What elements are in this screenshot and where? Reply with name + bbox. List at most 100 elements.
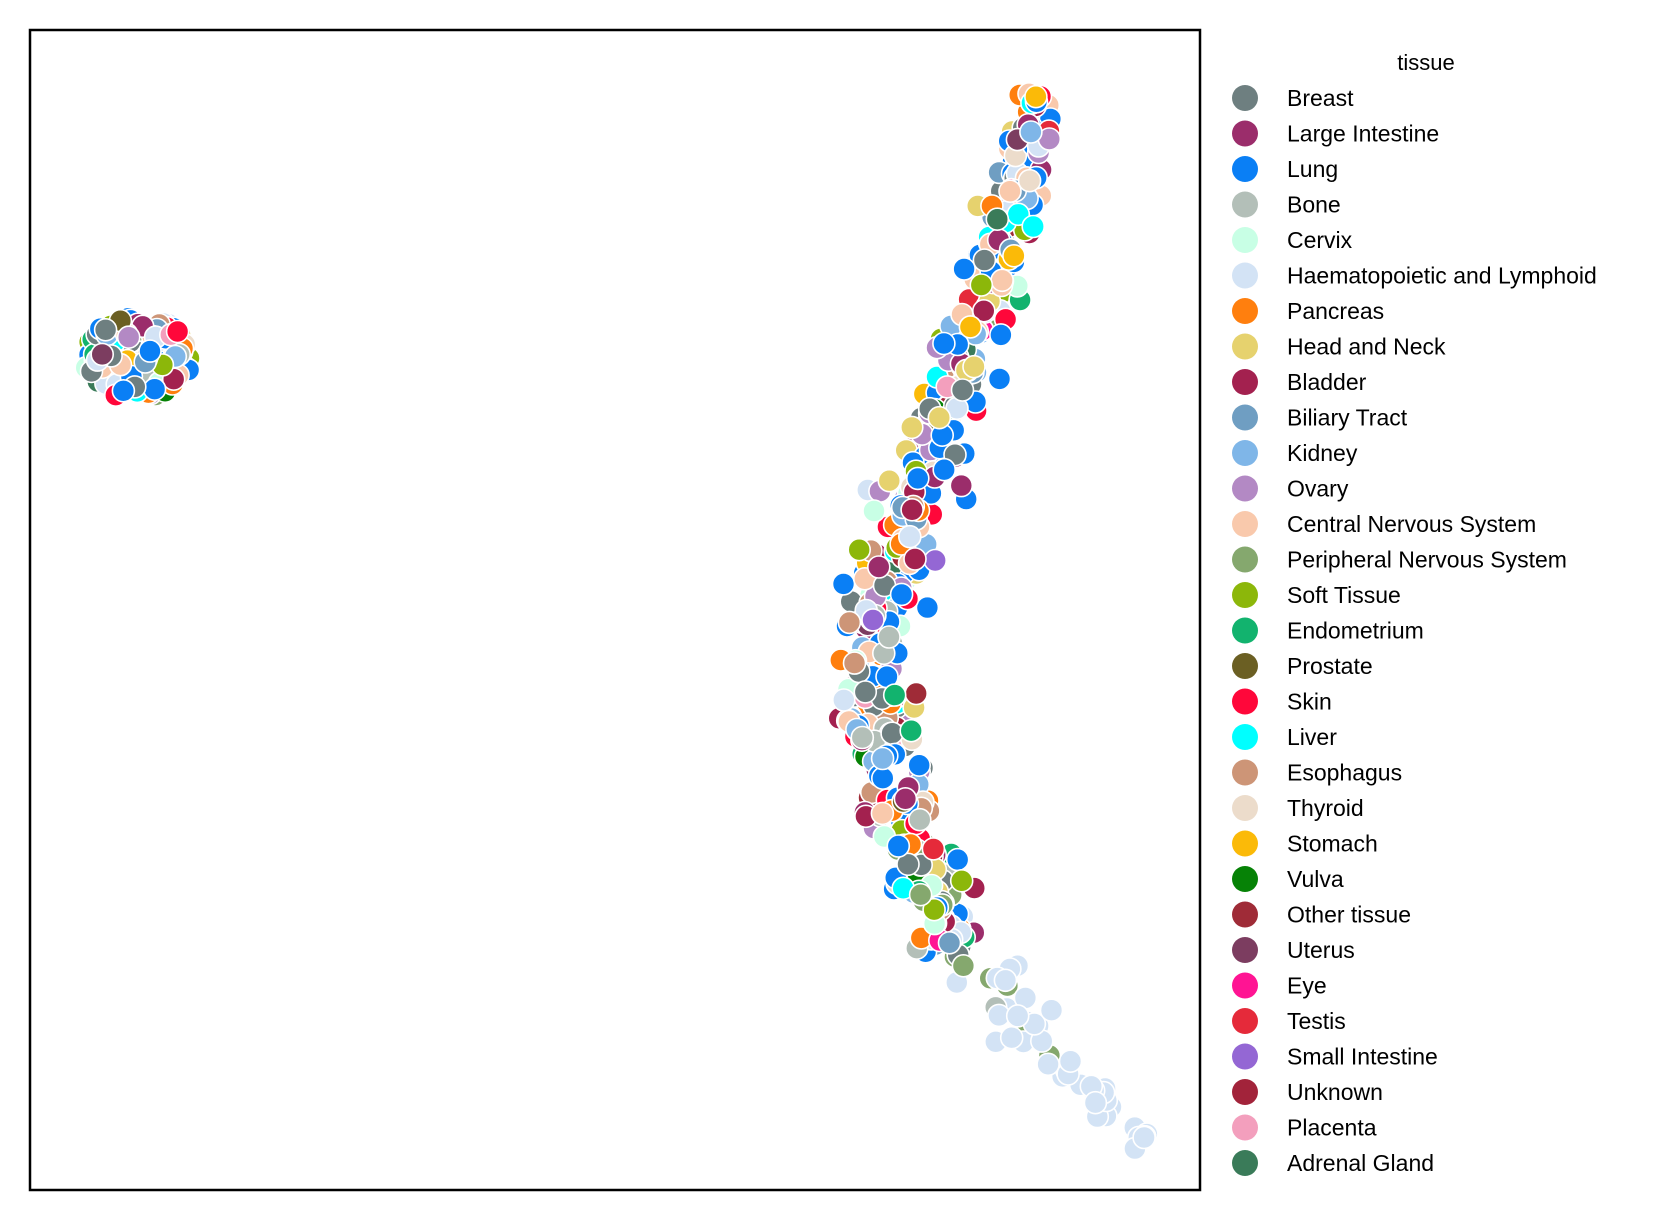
legend-label: Skin [1287, 689, 1332, 715]
scatter-point [937, 930, 962, 955]
legend-label: Stomach [1287, 831, 1378, 857]
scatter-point [831, 572, 856, 596]
legend-label: Bladder [1287, 369, 1367, 395]
scatter-point [900, 497, 924, 522]
scatter-point [907, 753, 932, 778]
scatter-point [999, 1025, 1024, 1050]
legend-marker [1232, 759, 1258, 786]
scatter-point [138, 339, 162, 363]
scatter-point [111, 378, 136, 403]
legend-label: Unknown [1287, 1079, 1383, 1105]
legend-marker [1232, 404, 1258, 431]
scatter-point [958, 315, 983, 339]
scatter-point [1021, 214, 1045, 239]
legend-item: Uterus [1232, 937, 1355, 963]
scatter-point [950, 378, 975, 402]
legend-marker [1232, 795, 1258, 821]
scatter-point [896, 852, 920, 877]
legend-label: Soft Tissue [1287, 582, 1401, 608]
legend-item: Small Intestine [1232, 1043, 1438, 1070]
scatter-point [993, 968, 1018, 993]
legend-marker [1232, 972, 1258, 999]
legend-label: Eye [1287, 973, 1327, 999]
legend-item: Biliary Tract [1232, 404, 1408, 431]
legend-marker [1232, 866, 1258, 892]
scatter-point [889, 582, 914, 607]
legend-item: Cervix [1232, 227, 1353, 253]
scatter-point [949, 473, 974, 498]
legend-marker [1232, 475, 1258, 502]
legend-label: Uterus [1287, 937, 1355, 963]
legend-item: Thyroid [1232, 795, 1364, 821]
legend-marker [1232, 546, 1258, 573]
legend-item: Peripheral Nervous System [1232, 546, 1567, 573]
legend-marker [1232, 688, 1258, 715]
legend-item: Liver [1232, 724, 1337, 750]
legend-marker [1232, 511, 1258, 537]
scatter-point [990, 268, 1014, 293]
scatter-point [1005, 1004, 1030, 1028]
legend-item: Large Intestine [1232, 120, 1439, 147]
scatter-point [905, 466, 930, 491]
legend-item: Testis [1232, 1008, 1346, 1034]
legend-item: Bladder [1232, 369, 1367, 395]
scatter-point [870, 746, 895, 771]
legend-label: Cervix [1287, 227, 1353, 253]
scatter-point [897, 524, 922, 549]
legend-item: Pancreas [1232, 298, 1384, 324]
scatter-point [923, 548, 948, 573]
scatter-point [90, 342, 114, 367]
legend-label: Head and Neck [1287, 334, 1446, 360]
scatter-point [922, 897, 946, 922]
legend-label: Small Intestine [1287, 1044, 1438, 1070]
scatter-point [893, 786, 918, 811]
scatter-point [1058, 1049, 1083, 1073]
scatter-point [877, 468, 902, 493]
legend-marker [1232, 830, 1258, 857]
legend-item: Bone [1232, 191, 1341, 218]
legend-marker [1232, 1150, 1258, 1176]
scatter-point [831, 688, 856, 712]
legend-label: Biliary Tract [1287, 405, 1408, 431]
legend-label: Kidney [1287, 440, 1358, 466]
legend-label: Liver [1287, 724, 1337, 750]
legend-marker [1232, 262, 1258, 289]
legend-label: Pancreas [1287, 298, 1384, 324]
legend-marker [1232, 440, 1258, 466]
legend-item: Skin [1232, 688, 1332, 715]
scatter-point [908, 882, 933, 907]
scatter-point [853, 680, 878, 704]
legend: tissue Breast Large Intestine Lung Bone Cerv… [1232, 50, 1597, 1176]
scatter-point [921, 837, 946, 861]
legend-item: Haematopoietic and Lymphoid [1232, 262, 1597, 289]
legend-label: Breast [1287, 85, 1354, 111]
scatter-point [989, 323, 1013, 347]
legend-label: Placenta [1287, 1115, 1377, 1141]
scatter-point [949, 868, 974, 893]
scatter-point [952, 257, 976, 281]
legend-marker [1232, 617, 1258, 644]
scatter-point [998, 179, 1022, 203]
legend-label: Adrenal Gland [1287, 1150, 1434, 1176]
scatter-point [1019, 120, 1043, 144]
legend-marker [1232, 582, 1258, 608]
legend-marker [1232, 298, 1258, 324]
scatter-point [861, 608, 885, 632]
legend-label: Endometrium [1287, 618, 1424, 644]
scatter-point [877, 625, 901, 649]
legend-item: Ovary [1232, 475, 1349, 502]
scatter-point [886, 834, 911, 858]
scatter-point [1039, 998, 1064, 1023]
legend-label: Lung [1287, 156, 1338, 182]
legend-item: Other tissue [1232, 901, 1411, 928]
legend-marker [1232, 1043, 1258, 1070]
legend-label: Prostate [1287, 653, 1373, 679]
scatter-point [907, 807, 932, 832]
legend-label: Esophagus [1287, 760, 1402, 786]
legend-item: Breast [1232, 85, 1354, 111]
legend-label: Central Nervous System [1287, 511, 1536, 537]
legend-item: Unknown [1232, 1079, 1383, 1105]
legend-marker [1232, 1114, 1258, 1141]
legend-marker [1232, 156, 1258, 182]
